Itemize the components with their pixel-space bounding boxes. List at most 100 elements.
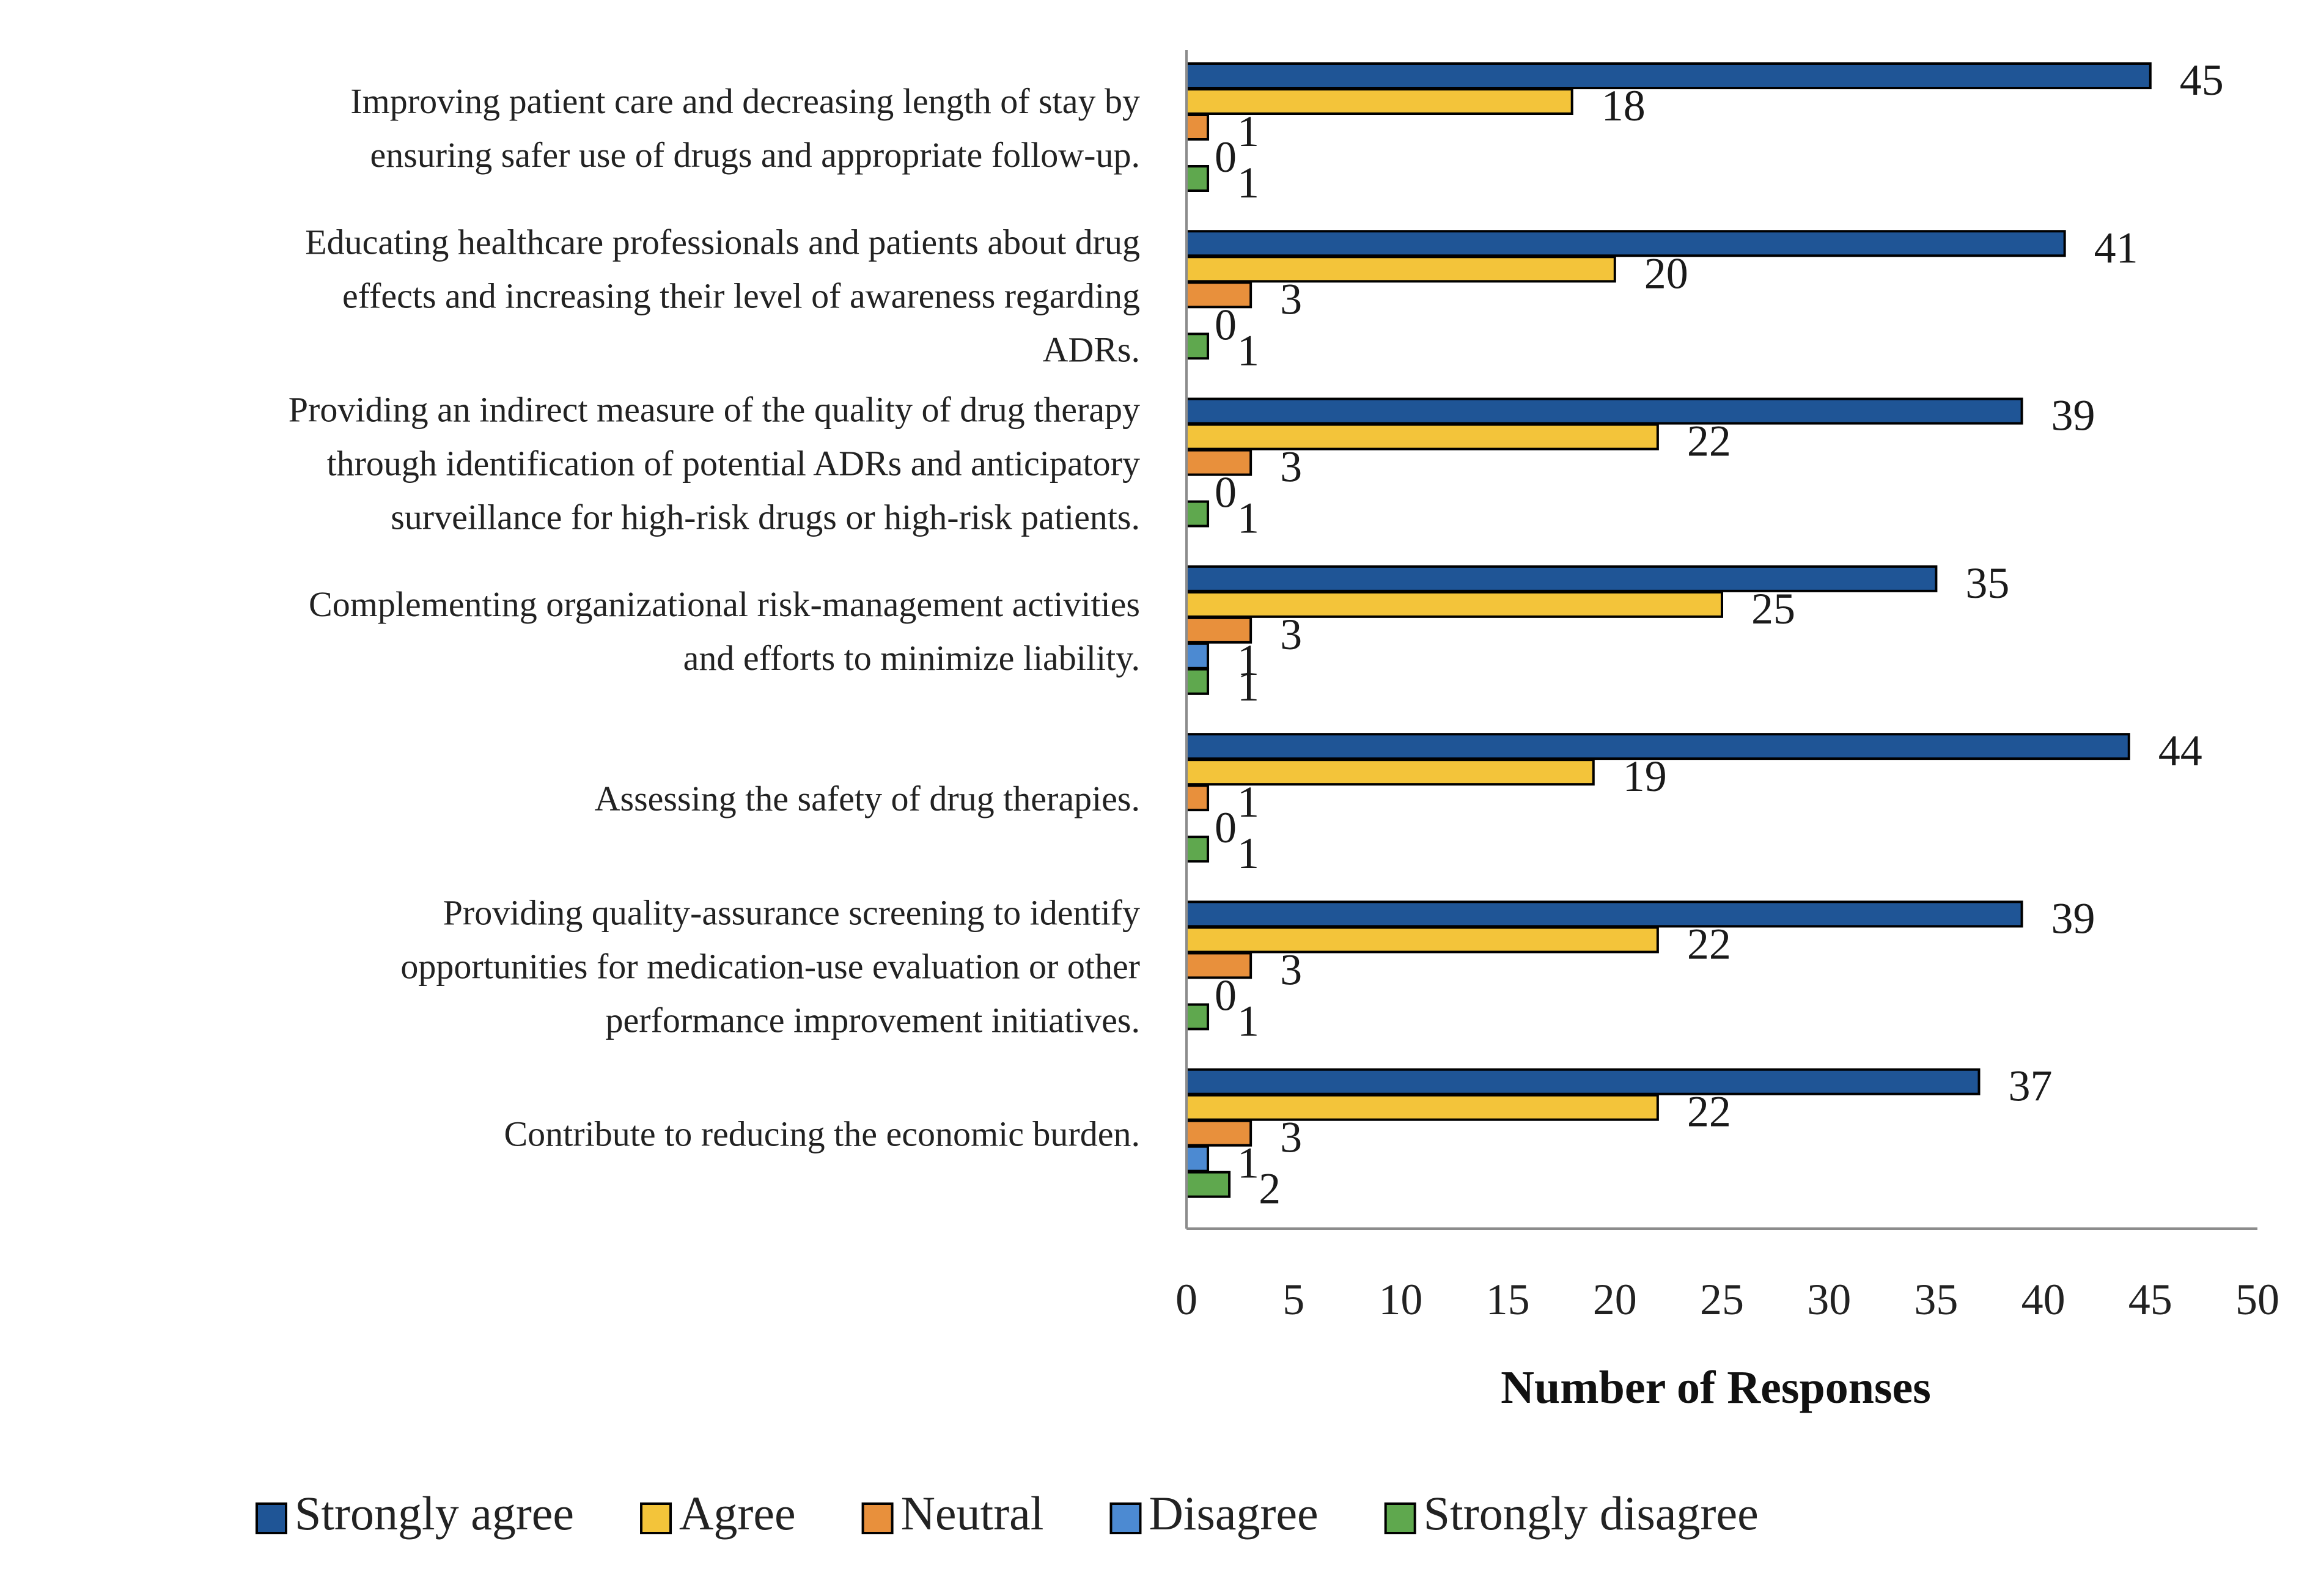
bar-agree xyxy=(1185,926,1659,954)
category-label: Educating healthcare professionals and p… xyxy=(305,222,1140,369)
category-label-line: performance improvement initiatives. xyxy=(605,1000,1140,1040)
category-label-line: Improving patient care and decreasing le… xyxy=(350,81,1140,121)
category-label-line: and efforts to minimize liability. xyxy=(683,638,1140,678)
data-label: 45 xyxy=(2180,56,2224,105)
bar-agree xyxy=(1185,256,1616,283)
legend-label: Disagree xyxy=(1149,1487,1318,1540)
data-label: 22 xyxy=(1687,919,1731,968)
data-label: 3 xyxy=(1280,443,1302,491)
legend-swatch xyxy=(861,1502,894,1534)
data-label: 44 xyxy=(2158,726,2202,775)
data-label: 18 xyxy=(1602,81,1646,130)
data-label: 0 xyxy=(1215,133,1237,182)
data-label: 1 xyxy=(1237,326,1259,375)
bar-strongly-disagree xyxy=(1185,333,1210,360)
category-label-line: effects and increasing their level of aw… xyxy=(342,276,1140,315)
data-label: 0 xyxy=(1215,300,1237,349)
category-label: Providing an indirect measure of the qua… xyxy=(289,390,1140,537)
data-label: 1 xyxy=(1237,829,1259,878)
data-label: 1 xyxy=(1237,636,1259,685)
legend-label: Neutral xyxy=(901,1487,1044,1540)
x-tick-label: 15 xyxy=(1486,1275,1530,1324)
bar-strongly-agree xyxy=(1185,565,1938,592)
bar-neutral xyxy=(1185,784,1210,812)
data-label: 3 xyxy=(1280,274,1302,323)
category-label-line: surveillance for high-risk drugs or high… xyxy=(391,498,1140,537)
data-label: 1 xyxy=(1237,107,1259,156)
bar-strongly-agree xyxy=(1185,1068,1981,1095)
data-label: 25 xyxy=(1751,584,1795,633)
data-label: 39 xyxy=(2051,391,2095,440)
category-labels: Improving patient care and decreasing le… xyxy=(289,81,1140,1154)
data-label: 0 xyxy=(1215,803,1237,852)
category-label-line: opportunities for medication-use evaluat… xyxy=(400,946,1140,986)
data-label: 3 xyxy=(1280,610,1302,659)
data-label: 35 xyxy=(1965,559,2009,608)
bar-neutral xyxy=(1185,281,1252,309)
category-label: Contribute to reducing the economic burd… xyxy=(504,1114,1141,1154)
bar-strongly-agree xyxy=(1185,62,2152,89)
bar-neutral xyxy=(1185,114,1210,141)
category-label-line: Educating healthcare professionals and p… xyxy=(305,222,1140,262)
bar-disagree xyxy=(1185,642,1210,669)
bar-strongly-disagree xyxy=(1185,667,1210,695)
data-label: 2 xyxy=(1259,1164,1281,1213)
x-tick-labels: 0 5 10 15 20 25 30 35 40 45 50 xyxy=(1175,1275,2279,1324)
category-label-line: Contribute to reducing the economic burd… xyxy=(504,1114,1141,1154)
data-label: 22 xyxy=(1687,1087,1731,1136)
data-label: 3 xyxy=(1280,1113,1302,1162)
bar-agree xyxy=(1185,1094,1659,1121)
data-label: 1 xyxy=(1237,494,1259,543)
bar-disagree xyxy=(1185,1145,1210,1172)
data-label: 0 xyxy=(1215,468,1237,517)
category-label-line: ADRs. xyxy=(1042,329,1140,369)
data-label: 1 xyxy=(1237,158,1259,207)
legend-swatch xyxy=(256,1502,287,1534)
category-label-line: Complementing organizational risk-manage… xyxy=(309,584,1140,624)
category-label-line: Providing quality-assurance screening to… xyxy=(443,892,1140,932)
legend-swatch xyxy=(1384,1502,1416,1534)
category-label-line: Providing an indirect measure of the qua… xyxy=(289,390,1140,430)
category-label-line: through identification of potential ADRs… xyxy=(327,444,1141,484)
bars xyxy=(1185,62,2152,1198)
legend-label: Strongly disagree xyxy=(1424,1487,1759,1540)
category-label: Assessing the safety of drug therapies. xyxy=(595,779,1140,818)
legend-swatch xyxy=(1109,1502,1142,1534)
data-label: 1 xyxy=(1237,996,1259,1045)
category-label-line: Assessing the safety of drug therapies. xyxy=(595,779,1140,818)
x-tick-label: 50 xyxy=(2235,1275,2279,1324)
bar-strongly-disagree xyxy=(1185,1171,1231,1198)
bar-strongly-disagree xyxy=(1185,165,1210,192)
bar-strongly-agree xyxy=(1185,230,2066,257)
data-label: 20 xyxy=(1644,249,1688,298)
legend: Strongly agree Agree Neutral Disagree Strong… xyxy=(256,1487,1759,1540)
bar-strongly-disagree xyxy=(1185,836,1210,863)
legend-label: Strongly agree xyxy=(295,1487,574,1540)
data-label: 19 xyxy=(1623,752,1667,801)
data-label: 1 xyxy=(1237,778,1259,826)
legend-swatch xyxy=(640,1502,672,1534)
x-tick-label: 25 xyxy=(1700,1275,1744,1324)
x-tick-label: 40 xyxy=(2021,1275,2065,1324)
axes xyxy=(1185,50,2257,1230)
x-tick-label: 0 xyxy=(1175,1275,1197,1324)
x-tick-label: 20 xyxy=(1593,1275,1637,1324)
bar-strongly-agree xyxy=(1185,900,2023,928)
x-axis-title: Number of Responses xyxy=(1501,1362,1931,1413)
x-tick-label: 10 xyxy=(1378,1275,1422,1324)
x-tick-label: 5 xyxy=(1282,1275,1304,1324)
bar-strongly-agree xyxy=(1185,397,2023,425)
data-label: 37 xyxy=(2008,1062,2052,1111)
bar-neutral xyxy=(1185,952,1252,979)
data-label: 39 xyxy=(2051,894,2095,943)
data-label: 1 xyxy=(1237,661,1259,710)
data-label: 3 xyxy=(1280,945,1302,994)
data-labels: 4518101412030139223013525311441910139223… xyxy=(1215,56,2224,1213)
x-tick-label: 30 xyxy=(1807,1275,1851,1324)
bar-agree xyxy=(1185,590,1723,618)
legend-label: Agree xyxy=(679,1487,796,1540)
bar-neutral xyxy=(1185,449,1252,476)
category-label: Improving patient care and decreasing le… xyxy=(350,81,1140,175)
data-label: 1 xyxy=(1237,1139,1259,1188)
